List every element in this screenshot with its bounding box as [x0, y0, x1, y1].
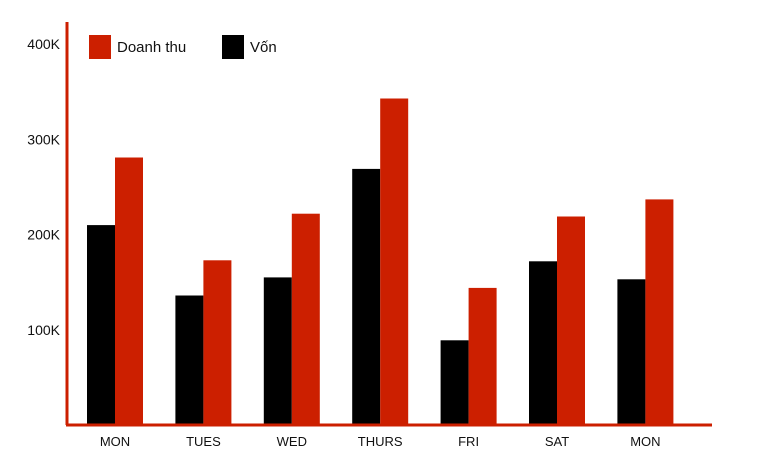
x-tick-labels: MON TUES WED THURS FRI SAT MON — [100, 434, 661, 449]
legend: Doanh thu Vốn — [89, 35, 277, 59]
y-tick-label: 400K — [27, 36, 60, 52]
bar-von-6 — [617, 279, 646, 425]
x-tick-label: SAT — [545, 434, 569, 449]
y-tick-labels: 100K 200K 300K 400K — [27, 36, 60, 338]
legend-swatch — [89, 35, 111, 59]
bar-doanh-thu-1 — [203, 260, 232, 425]
x-tick-label: TUES — [186, 434, 221, 449]
bar-doanh-thu-0 — [115, 157, 143, 425]
bar-von-5 — [529, 261, 557, 425]
bars-group — [87, 98, 674, 425]
y-tick-label: 100K — [27, 322, 60, 338]
bar-doanh-thu-3 — [380, 98, 409, 425]
bar-doanh-thu-4 — [468, 287, 497, 425]
legend-label: Vốn — [250, 39, 277, 56]
y-tick-label: 300K — [27, 131, 60, 147]
bar-von-3 — [352, 168, 381, 425]
x-tick-label: MON — [630, 434, 660, 449]
bar-doanh-thu-6 — [645, 199, 674, 425]
legend-label: Doanh thu — [117, 39, 186, 56]
bar-von-1 — [175, 295, 204, 425]
y-tick-label: 200K — [27, 227, 60, 243]
x-tick-label: THURS — [358, 434, 403, 449]
x-tick-label: FRI — [458, 434, 479, 449]
x-tick-label: MON — [100, 434, 130, 449]
bar-von-4 — [440, 340, 469, 425]
bar-von-2 — [263, 277, 292, 425]
bar-doanh-thu-5 — [557, 216, 585, 425]
legend-swatch — [222, 35, 244, 59]
bar-von-0 — [87, 225, 115, 425]
x-tick-label: WED — [277, 434, 307, 449]
bar-doanh-thu-2 — [291, 213, 320, 425]
